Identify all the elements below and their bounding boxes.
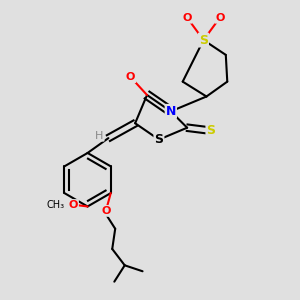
Text: S: S: [154, 133, 164, 146]
Text: O: O: [69, 200, 78, 210]
Text: CH₃: CH₃: [46, 200, 64, 210]
Text: O: O: [126, 72, 135, 82]
Text: H: H: [95, 131, 104, 141]
Text: S: S: [206, 124, 215, 137]
Text: O: O: [102, 206, 111, 216]
Text: O: O: [182, 13, 192, 23]
Text: O: O: [215, 13, 224, 23]
Text: N: N: [166, 105, 176, 118]
Text: S: S: [199, 34, 208, 46]
